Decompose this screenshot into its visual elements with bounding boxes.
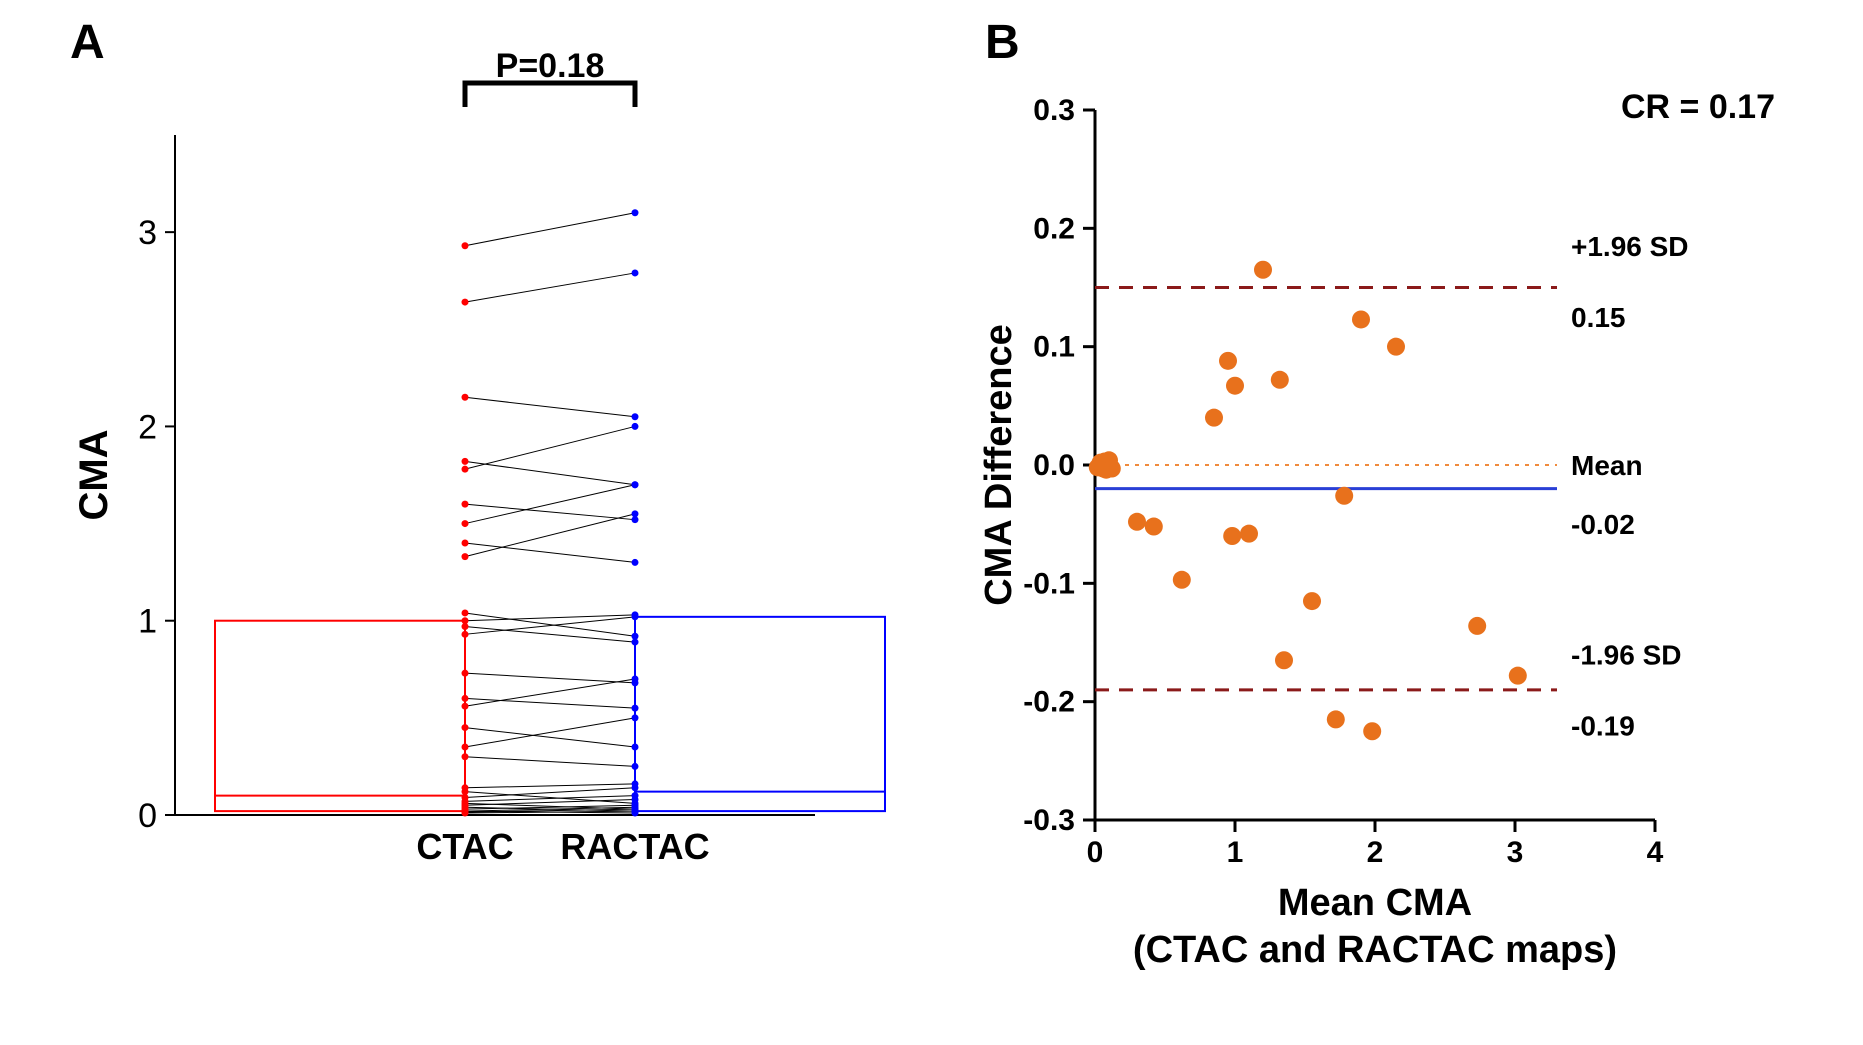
panel-b-label: B: [985, 15, 1020, 70]
panel-a: P=0.180123CMACTACRACTAC: [70, 65, 840, 965]
svg-text:0: 0: [1087, 836, 1104, 869]
scatter-point: [1226, 377, 1244, 395]
panel-b-xlabel1: Mean CMA: [1278, 882, 1472, 924]
svg-text:-1.96 SD: -1.96 SD: [1571, 639, 1682, 670]
panel-a-xlabel-ctac: CTAC: [416, 826, 513, 867]
scatter-point: [1240, 525, 1258, 543]
scatter-point: [1363, 722, 1381, 740]
svg-text:4: 4: [1647, 836, 1664, 869]
svg-text:3: 3: [1507, 836, 1524, 869]
panel-b-xlabel2: (CTAC and RACTAC maps): [1133, 929, 1617, 971]
svg-text:1: 1: [138, 603, 157, 641]
cr-label: CR = 0.17: [1621, 88, 1775, 126]
scatter-point: [1271, 371, 1289, 389]
panel-b-svg: CR = 0.17-0.3-0.2-0.10.00.10.20.301234CM…: [985, 80, 1795, 1000]
scatter-point: [1145, 518, 1163, 536]
panel-b: CR = 0.17-0.3-0.2-0.10.00.10.20.301234CM…: [985, 80, 1795, 1000]
scatter-point: [1275, 651, 1293, 669]
scatter-point: [1335, 487, 1353, 505]
scatter-point: [1173, 571, 1191, 589]
svg-text:-0.1: -0.1: [1023, 567, 1075, 600]
panel-a-svg: P=0.180123CMACTACRACTAC: [70, 65, 840, 965]
scatter-point: [1103, 460, 1121, 478]
svg-text:2: 2: [138, 408, 157, 446]
panel-a-label: A: [70, 15, 105, 70]
svg-text:-0.3: -0.3: [1023, 804, 1075, 837]
svg-text:0: 0: [138, 797, 157, 835]
scatter-point: [1223, 527, 1241, 545]
scatter-point: [1128, 513, 1146, 531]
svg-text:0.0: 0.0: [1033, 449, 1075, 482]
scatter-point: [1205, 409, 1223, 427]
svg-text:1: 1: [1227, 836, 1244, 869]
svg-text:-0.19: -0.19: [1571, 710, 1635, 741]
figure-container: A P=0.18 0 1 2 3 CMA CTAC RACTAC B CR = 0.17 -0.…: [0, 0, 1863, 1045]
svg-text:0.1: 0.1: [1033, 331, 1075, 364]
svg-text:0.15: 0.15: [1571, 302, 1626, 333]
scatter-point: [1327, 710, 1345, 728]
scatter-point: [1468, 617, 1486, 635]
p-value-text: P=0.18: [496, 47, 605, 85]
scatter-point: [1509, 667, 1527, 685]
scatter-point: [1387, 338, 1405, 356]
svg-text:Mean: Mean: [1571, 450, 1643, 481]
panel-a-ylabel: CMA: [72, 429, 116, 520]
scatter-point: [1303, 592, 1321, 610]
svg-text:0.3: 0.3: [1033, 94, 1075, 127]
svg-text:+1.96 SD: +1.96 SD: [1571, 231, 1689, 262]
panel-b-ylabel: CMA Difference: [978, 324, 1020, 606]
panel-a-xlabel-ractac: RACTAC: [560, 826, 709, 867]
scatter-point: [1352, 310, 1370, 328]
scatter-point: [1254, 261, 1272, 279]
svg-text:-0.2: -0.2: [1023, 686, 1075, 719]
svg-text:3: 3: [138, 214, 157, 252]
svg-text:2: 2: [1367, 836, 1384, 869]
svg-text:-0.02: -0.02: [1571, 509, 1635, 540]
scatter-point: [1219, 352, 1237, 370]
svg-text:0.2: 0.2: [1033, 212, 1075, 245]
